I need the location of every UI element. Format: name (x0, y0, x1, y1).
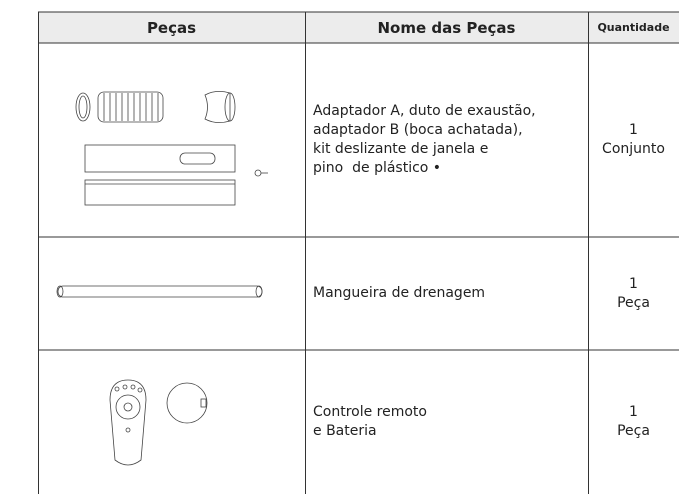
header-cell: Quantidade (588, 12, 679, 43)
remote-battery-icon (109, 379, 208, 466)
kit-icon (75, 91, 268, 206)
drain-hose-icon (56, 285, 263, 298)
text-line: pino de plástico • (313, 160, 442, 176)
part-quantity: 1 Peça (588, 350, 679, 494)
text-line: e Bateria (313, 423, 377, 439)
text-line: 1 (629, 122, 638, 138)
text-line: kit deslizante de janela e (313, 141, 489, 157)
part-name: Mangueira de drenagem (313, 237, 585, 350)
text-line: Controle remoto (313, 404, 427, 420)
part-name: Adaptador A, duto de exaustão, adaptador … (313, 43, 585, 237)
text-line: Conjunto (602, 141, 665, 157)
header-cell: Peças (38, 12, 305, 43)
text-line: Mangueira de drenagem (313, 285, 486, 301)
text-line: 1 (629, 404, 638, 420)
part-quantity: 1 Conjunto (588, 43, 679, 237)
text-line: Peça (617, 294, 650, 311)
header-cell: Nome das Peças (305, 12, 588, 43)
text-line: Peça (617, 423, 650, 439)
text-line: adaptador B (boca achatada), (313, 122, 523, 138)
text-line: Adaptador A, duto de exaustão, (313, 103, 536, 119)
part-name: Controle remoto e Bateria (313, 350, 585, 494)
text-line: 1 (629, 275, 638, 292)
part-quantity: 1 Peça (588, 237, 679, 350)
